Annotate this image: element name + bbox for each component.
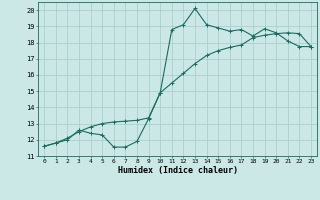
X-axis label: Humidex (Indice chaleur): Humidex (Indice chaleur) [118, 166, 238, 175]
